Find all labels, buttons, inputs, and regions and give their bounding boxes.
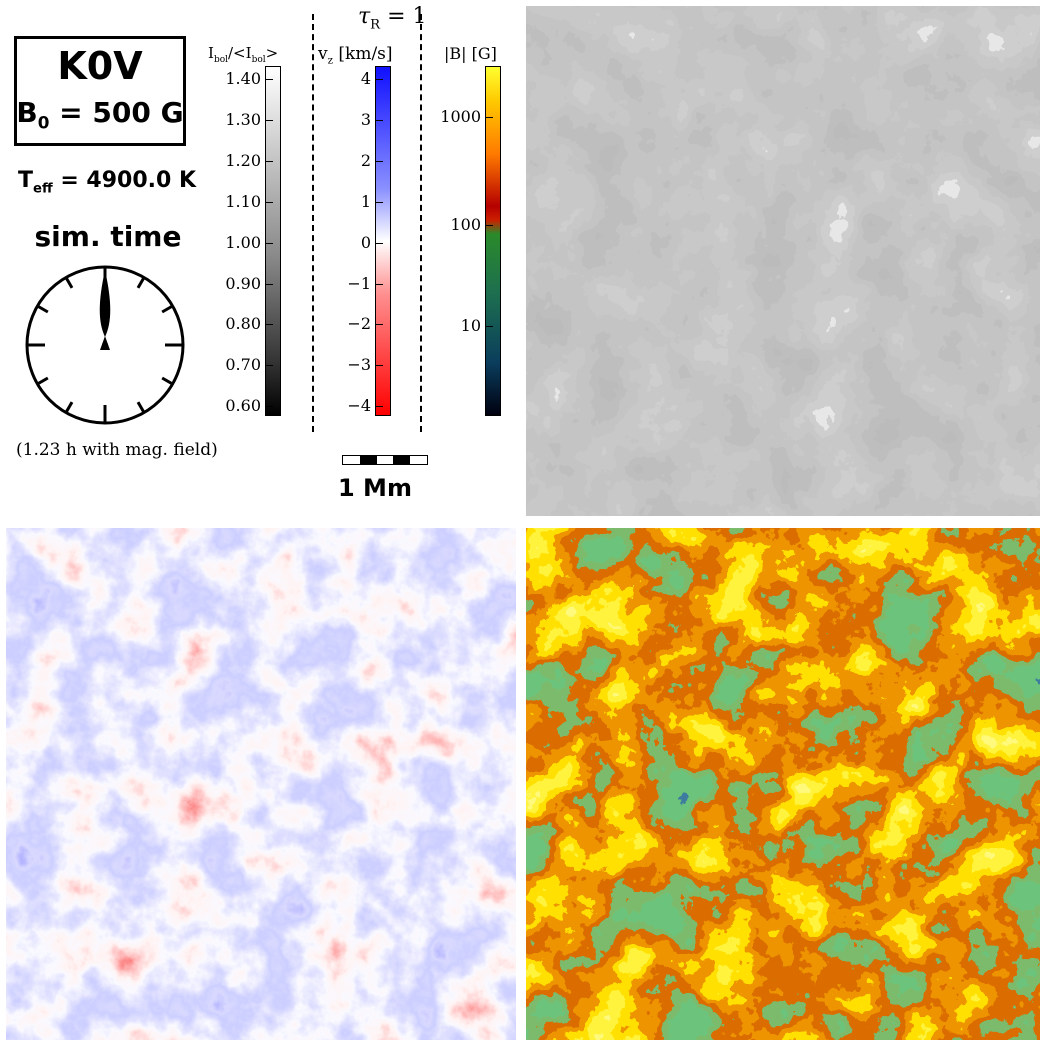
clock-tick-mark xyxy=(36,376,49,386)
clock-hand xyxy=(99,270,111,350)
field-map-image xyxy=(526,528,1040,1040)
velocity-tick-label: 3 xyxy=(360,109,371,129)
clock-tick-mark xyxy=(136,276,146,289)
field-colorbar xyxy=(485,66,501,416)
field-colorbar-title: |B| [G] xyxy=(444,44,497,63)
field-tick-mark xyxy=(485,117,493,118)
intensity-tick-mark xyxy=(265,283,273,285)
velocity-tick-label: 0 xyxy=(360,232,371,252)
field-tick-mark xyxy=(485,225,493,226)
velocity-tick-label: 1 xyxy=(360,191,371,211)
clock-tick-mark xyxy=(64,401,74,414)
velocity-tick-mark xyxy=(375,201,383,203)
clock-tick-mark xyxy=(36,304,49,314)
field-map-panel xyxy=(526,528,1040,1040)
intensity-tick-mark xyxy=(265,119,273,121)
star-type-label: K0V xyxy=(57,44,143,88)
intensity-colorbar-title: Ibol/<Ibol> xyxy=(208,44,279,65)
velocity-tick-mark xyxy=(375,242,383,244)
intensity-tick-mark xyxy=(265,324,273,326)
velocity-map-image xyxy=(6,528,516,1040)
velocity-tick-label: 2 xyxy=(360,150,371,170)
intensity-tick-label: 0.80 xyxy=(225,314,261,334)
optical-depth-label: τR = 1 xyxy=(358,4,427,33)
clock-tick-mark xyxy=(161,304,174,314)
velocity-tick-mark xyxy=(375,324,383,326)
velocity-tick-label: −4 xyxy=(347,396,371,416)
field-tick-label: 100 xyxy=(450,215,481,234)
velocity-map-panel xyxy=(6,528,516,1040)
intensity-tick-label: 1.20 xyxy=(225,150,261,170)
clock-tick-mark xyxy=(136,401,146,414)
intensity-tick-label: 1.30 xyxy=(225,109,261,129)
velocity-tick-label: −3 xyxy=(347,355,371,375)
velocity-tick-mark xyxy=(375,119,383,121)
velocity-tick-mark xyxy=(375,160,383,162)
intensity-map-image xyxy=(526,6,1040,516)
intensity-tick-mark xyxy=(265,365,273,367)
separator-line xyxy=(420,14,422,432)
star-label-box xyxy=(14,36,186,146)
scale-bar-label: 1 Mm xyxy=(338,474,412,502)
clock-tick-mark xyxy=(64,276,74,289)
field-tick-mark xyxy=(485,326,493,327)
intensity-tick-label: 1.40 xyxy=(225,69,261,88)
scale-bar xyxy=(342,455,428,465)
velocity-tick-mark xyxy=(375,79,383,80)
magnetic-field-duration-note: (1.23 h with mag. field) xyxy=(16,440,218,460)
velocity-tick-mark xyxy=(375,365,383,367)
velocity-tick-label: 4 xyxy=(360,69,371,88)
intensity-tick-label: 1.10 xyxy=(225,191,261,211)
intensity-tick-mark xyxy=(265,242,273,244)
intensity-tick-label: 0.70 xyxy=(225,355,261,375)
sim-time-label: sim. time xyxy=(34,220,182,253)
velocity-tick-mark xyxy=(375,283,383,285)
initial-field-label: B0 = 500 G xyxy=(16,96,184,133)
velocity-colorbar xyxy=(375,66,391,416)
intensity-tick-mark xyxy=(265,160,273,162)
separator-line xyxy=(312,14,314,432)
intensity-tick-label: 0.90 xyxy=(225,273,261,293)
clock-tick-mark xyxy=(161,376,174,386)
clock-icon xyxy=(25,265,185,425)
velocity-tick-label: −1 xyxy=(347,273,371,293)
velocity-colorbar-title: vz [km/s] xyxy=(318,44,393,67)
intensity-tick-mark xyxy=(265,79,273,80)
velocity-tick-label: −2 xyxy=(347,314,371,334)
intensity-tick-mark xyxy=(265,406,273,408)
intensity-tick-mark xyxy=(265,201,273,203)
velocity-tick-mark xyxy=(375,406,383,408)
field-tick-label: 10 xyxy=(460,316,481,335)
intensity-map-panel xyxy=(526,6,1040,516)
intensity-colorbar xyxy=(265,66,281,416)
field-tick-label: 1000 xyxy=(440,107,481,126)
intensity-tick-label: 1.00 xyxy=(225,232,261,252)
intensity-tick-label: 0.60 xyxy=(225,396,261,416)
effective-temperature-label: Teff = 4900.0 K xyxy=(18,168,197,197)
